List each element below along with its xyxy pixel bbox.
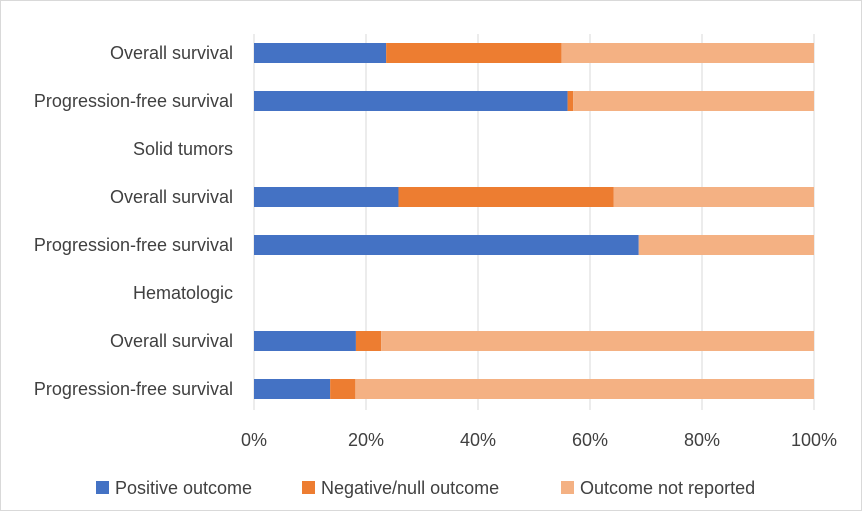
x-tick-label: 80% xyxy=(684,430,720,450)
bar-segment-1-row-5 xyxy=(254,235,639,255)
legend: Positive outcome Negative/null outcome Out… xyxy=(96,478,755,498)
category-labels: Overall survival Progression-free surviva… xyxy=(34,43,233,399)
legend-swatch xyxy=(302,481,315,494)
bar-segment-3-row-8 xyxy=(355,379,814,399)
bar-segment-3-row-7 xyxy=(381,331,814,351)
bar-segment-1-row-4 xyxy=(254,187,399,207)
legend-label: Outcome not reported xyxy=(580,478,755,498)
bar-segment-1-row-7 xyxy=(254,331,356,351)
gridlines xyxy=(253,34,815,410)
x-tick-label: 60% xyxy=(572,430,608,450)
x-tick-label: 100% xyxy=(791,430,837,450)
bars xyxy=(254,43,814,399)
category-label: Progression-free survival xyxy=(34,235,233,255)
category-label: Progression-free survival xyxy=(34,379,233,399)
bar-segment-2-row-1 xyxy=(386,43,562,63)
bar-segment-2-row-7 xyxy=(355,331,382,351)
legend-swatch xyxy=(561,481,574,494)
category-label: Overall survival xyxy=(110,43,233,63)
bar-segment-1-row-8 xyxy=(254,379,331,399)
category-label: Solid tumors xyxy=(133,139,233,159)
bar-segment-3-row-5 xyxy=(638,235,814,255)
bar-segment-2-row-8 xyxy=(330,379,356,399)
bar-segment-3-row-1 xyxy=(561,43,814,63)
bar-segment-2-row-4 xyxy=(398,187,614,207)
bar-segment-1-row-2 xyxy=(254,91,568,111)
bar-segment-3-row-4 xyxy=(613,187,814,207)
category-label: Hematologic xyxy=(133,283,233,303)
category-label: Overall survival xyxy=(110,331,233,351)
legend-label: Negative/null outcome xyxy=(321,478,499,498)
x-tick-label: 40% xyxy=(460,430,496,450)
legend-label: Positive outcome xyxy=(115,478,252,498)
bar-segment-1-row-1 xyxy=(254,43,387,63)
x-tick-label: 0% xyxy=(241,430,267,450)
legend-swatch xyxy=(96,481,109,494)
x-tick-label: 20% xyxy=(348,430,384,450)
category-label: Progression-free survival xyxy=(34,91,233,111)
category-label: Overall survival xyxy=(110,187,233,207)
bar-segment-3-row-2 xyxy=(573,91,814,111)
bar-segment-2-row-2 xyxy=(567,91,574,111)
x-tick-labels: 0% 20% 40% 60% 80% 100% xyxy=(241,430,837,450)
